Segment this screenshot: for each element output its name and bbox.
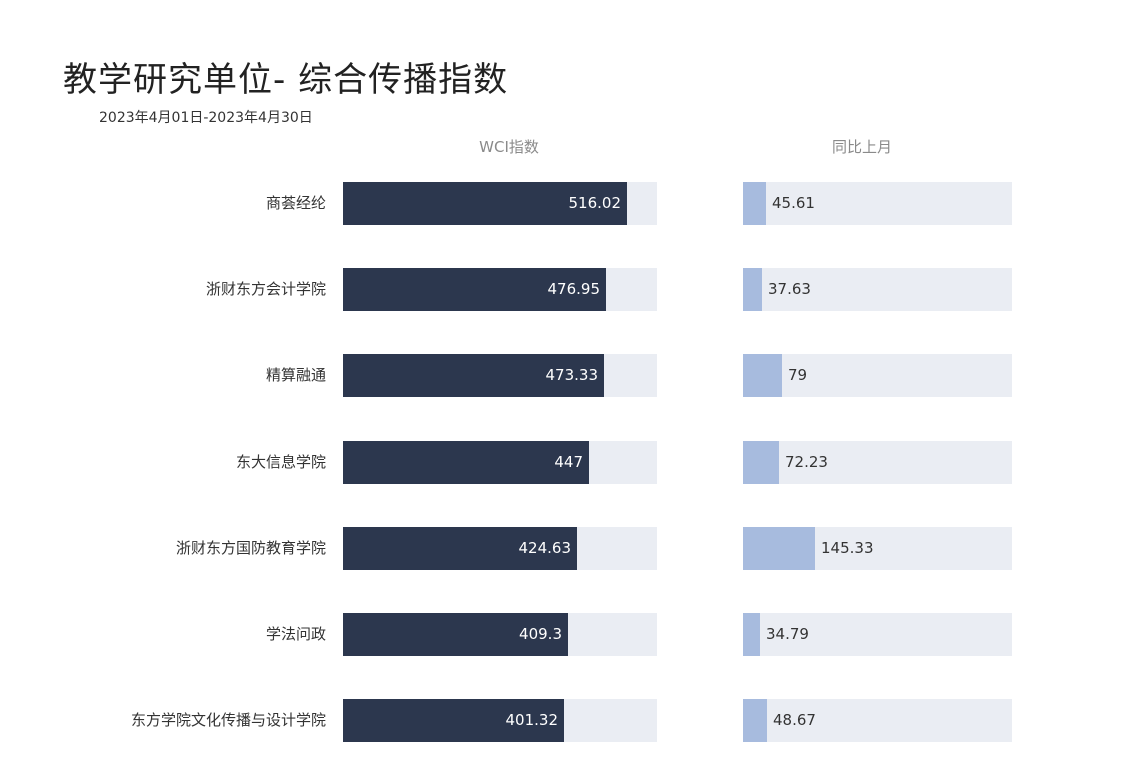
wci-bar-track: 424.63 xyxy=(343,527,657,570)
mom-column-header: 同比上月 xyxy=(831,138,893,156)
mom-bar-track: 48.67 xyxy=(743,699,1012,742)
wci-bar xyxy=(343,613,568,656)
chart-title: 教学研究单位- 综合传播指数 xyxy=(63,60,509,100)
category-label: 东方学院文化传播与设计学院 xyxy=(130,711,326,729)
wci-bar-track: 447 xyxy=(343,441,657,484)
wci-bar xyxy=(343,182,627,225)
wci-bar xyxy=(343,354,604,397)
mom-bar-track: 45.61 xyxy=(743,182,1012,225)
mom-bar xyxy=(743,699,767,742)
mom-bar xyxy=(743,613,760,656)
mom-bar xyxy=(743,527,815,570)
wci-value-label: 516.02 xyxy=(568,194,622,212)
wci-bar-track: 516.02 xyxy=(343,182,657,225)
mom-value-label: 34.79 xyxy=(766,625,809,643)
wci-bar xyxy=(343,268,606,311)
mom-value-label: 48.67 xyxy=(773,711,816,729)
mom-bar-track: 37.63 xyxy=(743,268,1012,311)
wci-bar-track: 409.3 xyxy=(343,613,657,656)
category-label: 浙财东方国防教育学院 xyxy=(175,539,326,557)
mom-value-label: 79 xyxy=(788,366,808,384)
wci-bar-track: 473.33 xyxy=(343,354,657,397)
category-label: 浙财东方会计学院 xyxy=(205,280,326,298)
category-label: 商荟经纶 xyxy=(265,194,326,212)
date-range: 2023年4月01日-2023年4月30日 xyxy=(99,110,313,126)
mom-bar xyxy=(743,182,766,225)
mom-bar xyxy=(743,268,762,311)
mom-value-label: 37.63 xyxy=(768,280,811,298)
mom-value-label: 45.61 xyxy=(772,194,815,212)
category-label: 精算融通 xyxy=(265,366,326,384)
wci-value-label: 473.33 xyxy=(545,366,599,384)
category-label: 东大信息学院 xyxy=(235,453,326,471)
wci-bar xyxy=(343,699,564,742)
category-label: 学法问政 xyxy=(265,625,326,643)
wci-value-label: 409.3 xyxy=(519,625,562,643)
wci-bar-track: 401.32 xyxy=(343,699,657,742)
mom-bar-track: 34.79 xyxy=(743,613,1012,656)
wci-value-label: 401.32 xyxy=(505,711,559,729)
mom-bar-track: 79 xyxy=(743,354,1012,397)
wci-value-label: 476.95 xyxy=(547,280,601,298)
mom-value-label: 72.23 xyxy=(785,453,828,471)
wci-value-label: 447 xyxy=(554,453,583,471)
wci-bar xyxy=(343,527,577,570)
mom-bar-track: 145.33 xyxy=(743,527,1012,570)
wci-value-label: 424.63 xyxy=(518,539,572,557)
mom-bar xyxy=(743,441,779,484)
mom-bar xyxy=(743,354,782,397)
wci-column-header: WCI指数 xyxy=(479,138,539,156)
mom-bar-track: 72.23 xyxy=(743,441,1012,484)
wci-bar-track: 476.95 xyxy=(343,268,657,311)
wci-bar xyxy=(343,441,589,484)
mom-value-label: 145.33 xyxy=(821,539,874,557)
